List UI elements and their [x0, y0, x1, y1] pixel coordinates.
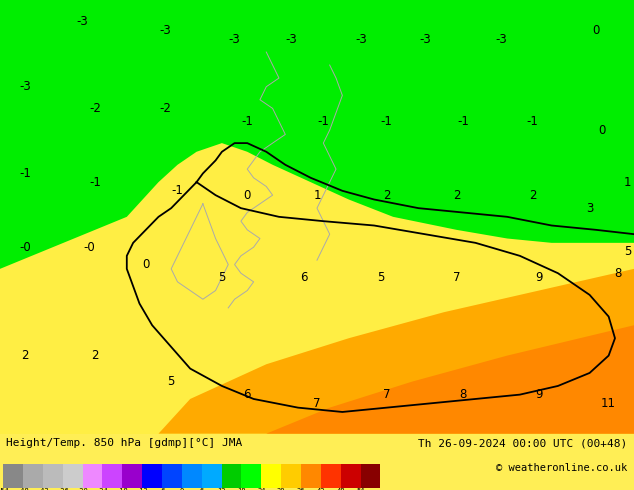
Bar: [361, 464, 380, 488]
Text: 54: 54: [356, 489, 365, 490]
Bar: [63, 464, 82, 488]
Text: 12: 12: [217, 489, 226, 490]
Polygon shape: [0, 0, 634, 269]
Text: -2: -2: [89, 102, 101, 115]
Bar: [321, 464, 340, 488]
Text: -1: -1: [457, 115, 469, 128]
Text: -0: -0: [20, 241, 31, 254]
Text: -3: -3: [159, 24, 171, 37]
Text: -42: -42: [37, 489, 49, 490]
Text: 2: 2: [91, 349, 99, 362]
Text: 7: 7: [383, 388, 391, 401]
Text: Th 26-09-2024 00:00 UTC (00+48): Th 26-09-2024 00:00 UTC (00+48): [418, 438, 628, 448]
Text: © weatheronline.co.uk: © weatheronline.co.uk: [496, 463, 628, 473]
Text: 1: 1: [624, 175, 631, 189]
Text: 5: 5: [624, 245, 631, 258]
Text: 8: 8: [459, 388, 467, 401]
Text: -2: -2: [159, 102, 171, 115]
Text: -54: -54: [0, 489, 10, 490]
Bar: [281, 464, 301, 488]
Text: -1: -1: [172, 184, 183, 197]
Bar: [43, 464, 63, 488]
Polygon shape: [158, 269, 634, 434]
Text: 5: 5: [218, 271, 226, 284]
Text: 7: 7: [453, 271, 460, 284]
Text: -3: -3: [77, 15, 88, 28]
Bar: [261, 464, 281, 488]
Bar: [221, 464, 242, 488]
Bar: [162, 464, 182, 488]
Text: 42: 42: [316, 489, 325, 490]
Text: -30: -30: [76, 489, 89, 490]
Text: 2: 2: [453, 189, 460, 202]
Bar: [23, 464, 43, 488]
Text: -3: -3: [419, 32, 430, 46]
Text: 6: 6: [243, 388, 251, 401]
Text: 24: 24: [257, 489, 266, 490]
Text: 30: 30: [277, 489, 285, 490]
Text: -12: -12: [136, 489, 148, 490]
Bar: [142, 464, 162, 488]
Text: -1: -1: [527, 115, 538, 128]
Text: -3: -3: [495, 32, 507, 46]
Text: 6: 6: [301, 271, 308, 284]
Text: 2: 2: [22, 349, 29, 362]
Bar: [122, 464, 142, 488]
Bar: [340, 464, 361, 488]
Text: -6: -6: [158, 489, 166, 490]
Text: -24: -24: [96, 489, 109, 490]
Text: 5: 5: [167, 375, 175, 388]
Text: -1: -1: [89, 175, 101, 189]
Bar: [242, 464, 261, 488]
Text: -36: -36: [56, 489, 69, 490]
Text: 0: 0: [598, 123, 606, 137]
Text: -3: -3: [20, 80, 31, 93]
Polygon shape: [266, 325, 634, 434]
Text: 3: 3: [586, 202, 593, 215]
Text: 9: 9: [535, 271, 543, 284]
Text: 0: 0: [142, 258, 150, 271]
Bar: [182, 464, 202, 488]
Text: 0: 0: [179, 489, 184, 490]
Text: 36: 36: [297, 489, 305, 490]
Text: -48: -48: [16, 489, 29, 490]
Text: 2: 2: [529, 189, 536, 202]
Text: 8: 8: [614, 267, 622, 280]
Bar: [301, 464, 321, 488]
Text: 2: 2: [383, 189, 391, 202]
Text: -1: -1: [318, 115, 329, 128]
Text: 0: 0: [243, 189, 251, 202]
Text: -18: -18: [116, 489, 129, 490]
Bar: [3, 464, 23, 488]
Text: -3: -3: [356, 32, 367, 46]
Text: -1: -1: [242, 115, 253, 128]
Bar: [103, 464, 122, 488]
Text: Height/Temp. 850 hPa [gdmp][°C] JMA: Height/Temp. 850 hPa [gdmp][°C] JMA: [6, 438, 243, 448]
Text: -0: -0: [83, 241, 94, 254]
Text: 11: 11: [601, 397, 616, 410]
Text: 7: 7: [313, 397, 321, 410]
Text: 48: 48: [337, 489, 345, 490]
Text: -1: -1: [20, 167, 31, 180]
Text: 9: 9: [535, 388, 543, 401]
Text: -3: -3: [286, 32, 297, 46]
Text: -1: -1: [381, 115, 392, 128]
Bar: [202, 464, 221, 488]
Bar: [82, 464, 103, 488]
Text: 18: 18: [237, 489, 245, 490]
Text: 5: 5: [377, 271, 384, 284]
Text: 6: 6: [200, 489, 204, 490]
Text: 0: 0: [592, 24, 600, 37]
Text: 1: 1: [313, 189, 321, 202]
Text: -3: -3: [229, 32, 240, 46]
